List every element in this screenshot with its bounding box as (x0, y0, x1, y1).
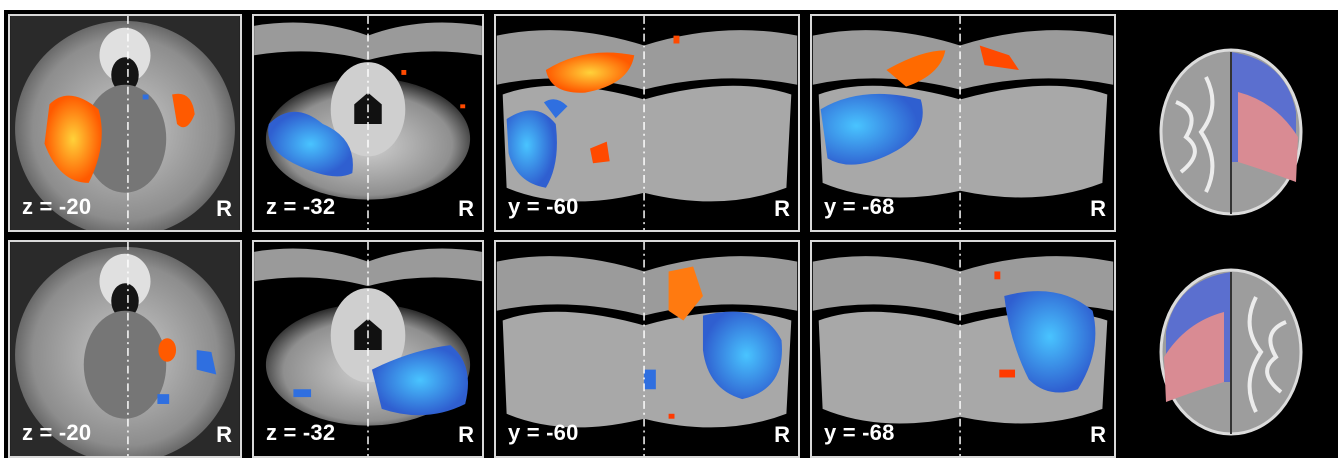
surface-render-image (1159, 268, 1303, 436)
slice-panel-r1c3: y = -60 R (494, 14, 800, 232)
axial-slice-image (254, 16, 482, 230)
slice-panel-r2c3: y = -60 R (494, 240, 800, 458)
hemisphere-label: R (774, 196, 790, 221)
hemisphere-label: R (216, 422, 232, 447)
axial-slice-image (10, 16, 240, 230)
brain-surface-render-top (1146, 42, 1316, 222)
hemisphere-label: R (1090, 422, 1106, 447)
axial-slice-image (10, 242, 240, 456)
coordinate-label: z = -20 (22, 420, 92, 445)
coordinate-label: y = -60 (508, 194, 579, 219)
slice-panel-r1c4: y = -68 R (810, 14, 1116, 232)
axial-slice-image (254, 242, 482, 456)
slice-panel-r2c2: z = -32 R (252, 240, 484, 458)
slice-panel-r1c1: z = -20 R (8, 14, 242, 232)
coronal-slice-image (496, 242, 798, 456)
coordinate-label: z = -32 (266, 420, 336, 445)
slice-panel-r1c2: z = -32 R (252, 14, 484, 232)
coronal-slice-image (496, 16, 798, 230)
hemisphere-label: R (458, 196, 474, 221)
slice-panel-r2c4: y = -68 R (810, 240, 1116, 458)
coordinate-label: z = -32 (266, 194, 336, 219)
hemisphere-label: R (1090, 196, 1106, 221)
brain-surface-render-bottom (1146, 262, 1316, 442)
slice-panel-r2c1: z = -20 R (8, 240, 242, 458)
coordinate-label: y = -60 (508, 420, 579, 445)
hemisphere-label: R (458, 422, 474, 447)
coronal-slice-image (812, 16, 1114, 230)
coordinate-label: y = -68 (824, 194, 895, 219)
coordinate-label: y = -68 (824, 420, 895, 445)
coordinate-label: z = -20 (22, 194, 92, 219)
hemisphere-label: R (216, 196, 232, 221)
surface-render-image (1159, 48, 1303, 216)
coronal-slice-image (812, 242, 1114, 456)
hemisphere-label: R (774, 422, 790, 447)
